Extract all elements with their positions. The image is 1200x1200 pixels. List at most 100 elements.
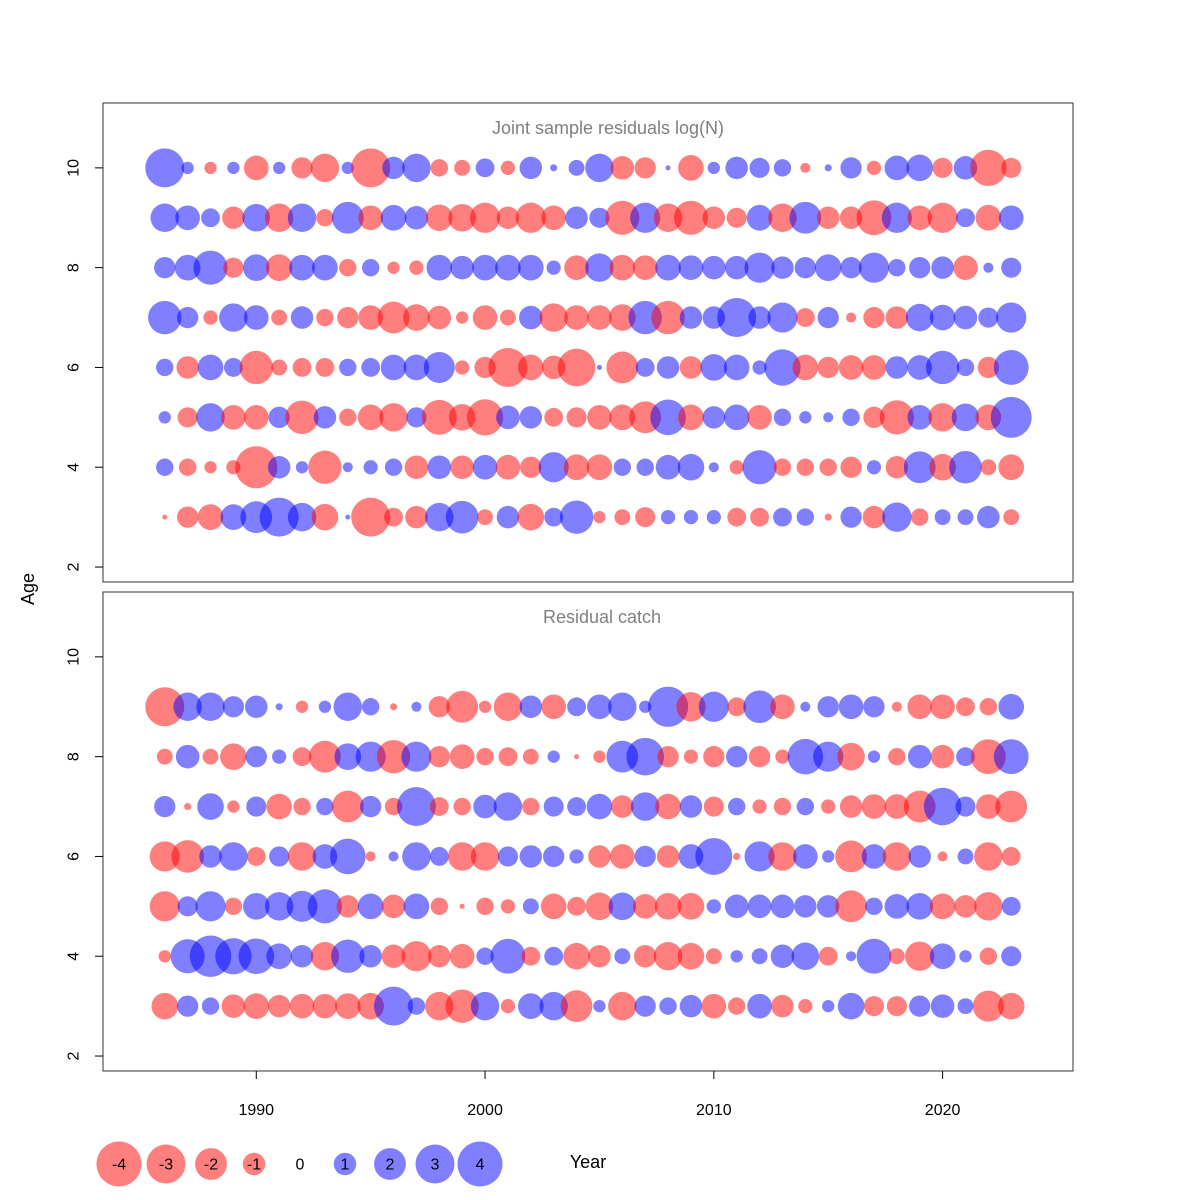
bubble — [767, 302, 798, 333]
bubble — [202, 748, 219, 765]
bubble — [495, 454, 521, 480]
bubble — [838, 355, 864, 380]
bubble — [154, 256, 176, 279]
bubble — [149, 891, 180, 922]
bubble — [747, 894, 772, 919]
bubble — [679, 356, 703, 379]
bubble — [608, 692, 637, 721]
bubble — [773, 159, 792, 177]
bubble — [822, 999, 835, 1013]
bubble — [430, 159, 449, 177]
bubble — [429, 847, 449, 866]
bubble — [522, 748, 539, 765]
bubble — [959, 950, 972, 963]
bubble — [862, 505, 886, 529]
bubble — [923, 787, 962, 826]
bubble — [613, 458, 632, 476]
bubble — [242, 254, 270, 281]
legend-label: -3 — [159, 1157, 173, 1174]
bubble — [358, 205, 383, 231]
panel-top-frame — [102, 102, 1074, 583]
bubble — [495, 254, 521, 281]
bubble — [886, 996, 907, 1017]
bubble — [496, 405, 520, 430]
bubble — [339, 258, 357, 277]
bubble — [245, 695, 268, 719]
bubble — [519, 406, 543, 429]
bubble — [308, 450, 342, 484]
bubble — [742, 450, 777, 485]
bubble — [175, 744, 200, 769]
bubble — [930, 744, 955, 769]
bubble — [647, 686, 689, 727]
panel-bottom-frame — [102, 591, 1074, 1072]
bubble — [651, 300, 685, 335]
bubble — [733, 852, 741, 861]
bubble — [312, 844, 338, 869]
bubble — [795, 308, 815, 327]
bubble — [609, 404, 636, 431]
y-tick-label: 2 — [66, 1051, 83, 1060]
bubble — [905, 303, 934, 332]
bubble — [224, 897, 243, 916]
bubble — [703, 745, 725, 768]
bubble — [574, 754, 580, 760]
bubble — [979, 698, 998, 716]
bubble — [377, 301, 410, 334]
bubble — [295, 700, 309, 713]
bubble — [176, 356, 199, 379]
bubble — [683, 749, 699, 764]
bubble — [476, 747, 494, 766]
bubble — [359, 944, 382, 968]
bubble — [331, 790, 364, 823]
bubble — [361, 258, 380, 277]
bubble — [445, 989, 479, 1023]
bubble — [560, 990, 593, 1023]
bubble — [856, 200, 892, 236]
bubble — [425, 502, 454, 532]
bubble — [559, 500, 594, 534]
bubble — [955, 796, 976, 817]
bubble — [154, 795, 176, 818]
bubble — [470, 842, 500, 871]
bubble — [957, 848, 974, 865]
bubble — [789, 201, 822, 234]
bubble — [380, 354, 407, 381]
bubble — [331, 201, 364, 234]
bubble — [401, 741, 432, 772]
bubble — [293, 797, 311, 816]
bubble — [449, 744, 475, 769]
bubble — [634, 995, 656, 1017]
bubble — [519, 845, 543, 868]
bubble — [405, 505, 428, 529]
bubble — [905, 941, 935, 971]
bubble — [937, 851, 948, 862]
bubble — [817, 306, 839, 329]
bubble — [654, 893, 682, 920]
bubble — [723, 404, 750, 431]
bubble — [793, 844, 818, 869]
bubble — [313, 406, 337, 429]
bubble — [800, 701, 811, 712]
bubble — [596, 364, 602, 370]
bubble — [197, 354, 224, 381]
bubble — [173, 692, 202, 721]
bubble — [727, 697, 747, 717]
bubble — [1001, 157, 1022, 178]
bubble — [219, 842, 248, 871]
axes-layer: 2 4 6 8 10 2 4 6 8 10 1990 2000 2010 2020 — [66, 159, 961, 1119]
bubble — [840, 456, 862, 478]
y-tick-label: 6 — [66, 363, 83, 372]
bubble — [796, 797, 815, 816]
bubble — [907, 405, 933, 430]
legend-bubble — [195, 1148, 227, 1180]
bubble — [557, 348, 596, 387]
legend-bubble — [146, 1144, 186, 1184]
bubble — [633, 944, 657, 968]
bubble — [337, 306, 359, 329]
bubble — [519, 305, 543, 330]
bubble — [195, 891, 226, 922]
bubble — [268, 406, 290, 429]
bubble — [593, 510, 606, 524]
bubble — [543, 796, 564, 817]
